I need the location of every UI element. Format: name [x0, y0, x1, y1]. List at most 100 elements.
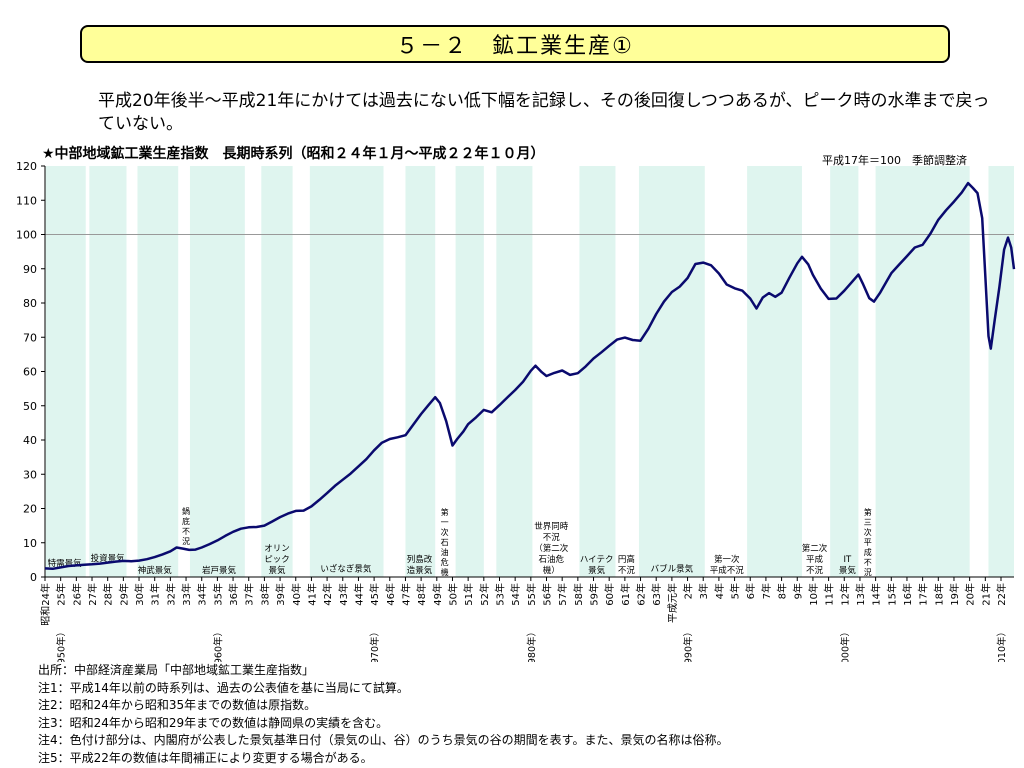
annotation-label: 神武景気: [138, 565, 173, 576]
x-tick-label: 43年: [337, 583, 350, 606]
x-tick-label: 60年: [603, 583, 616, 606]
note-2: 注2：昭和24年から昭和35年までの数値は原指数。: [38, 698, 317, 712]
x-tick-label: 54年: [509, 583, 522, 606]
x-tick-label: 17年: [917, 583, 930, 606]
annotation-label: 不況: [618, 566, 636, 576]
x-tick-label: 15年: [885, 583, 898, 606]
annotation-char: 一: [441, 518, 449, 527]
x-tick-label: 31年: [149, 583, 162, 606]
x-tick-label: 20年: [964, 583, 977, 606]
x-tick-label: 63年: [650, 583, 663, 606]
x-tick-label: 29年: [117, 583, 130, 606]
x-tick-label: 5年: [729, 583, 742, 599]
annotation-label: 第二次: [802, 543, 828, 554]
annotation-char: 次: [441, 527, 449, 537]
x-tick-label: 59年: [588, 583, 601, 606]
recession-band: [405, 166, 436, 577]
x-tick-label: 25年: [55, 583, 68, 606]
annotation-label: IT: [844, 555, 853, 565]
x-tick-label: 61年: [619, 583, 632, 606]
chart-title: ★中部地域鉱工業生産指数 長期時系列（昭和２４年１月～平成２２年１０月）: [42, 146, 545, 162]
x-tick-label: 30年: [133, 583, 146, 606]
x-tick-label: 6年: [744, 583, 757, 599]
y-tick-label: 40: [23, 434, 37, 447]
note-5: 注5：平成22年の数値は年間補正により変更する場合がある。: [38, 750, 373, 765]
recession-band: [579, 166, 616, 577]
y-tick-label: 0: [30, 571, 37, 584]
x-tick-label: 47年: [399, 583, 412, 606]
x-tick-label: 33年: [180, 583, 193, 606]
recession-band: [830, 166, 859, 577]
chart-note: 平成17年＝100 季節調整済: [822, 154, 967, 167]
x-tick-label: 16年: [901, 583, 914, 606]
annotation-label: 不況: [543, 533, 561, 543]
x-tick-label: 36年: [227, 583, 240, 606]
y-tick-label: 50: [23, 400, 37, 413]
recession-band: [45, 166, 86, 577]
summary-text: 平成20年後半～平成21年にかけては過去にない低下幅を記録し、その後回復しつつあ…: [98, 91, 990, 134]
recession-band: [261, 166, 293, 577]
annotation-char: 石: [441, 538, 449, 547]
x-tick-label: 40年: [290, 583, 303, 606]
x-tick-label: 32年: [164, 583, 177, 606]
note-3: 注3：昭和24年から昭和29年までの数値は静岡県の実績を含む。: [38, 715, 389, 730]
recession-band: [496, 166, 533, 577]
x-tick-label: 14年: [870, 583, 883, 606]
note-4: 注4：色付け部分は、内閣府が公表した景気基準日付（景気の山、谷）のうち景気の谷の…: [38, 733, 729, 747]
x-tick-label: 39年: [274, 583, 287, 606]
annotation-label: ピック: [264, 555, 290, 565]
recession-band: [189, 166, 245, 577]
x-tick-label: 51年: [462, 583, 475, 606]
y-tick-label: 90: [23, 263, 37, 276]
recession-band: [638, 166, 705, 577]
annotation-char: 油: [441, 547, 449, 557]
x-tick-label: 52年: [478, 583, 491, 606]
annotation-label: 世界同時: [534, 521, 569, 532]
annotation-char: 鍋: [182, 506, 190, 516]
x-tick-label: 8年: [776, 583, 789, 599]
annotation-label: 機）: [543, 565, 560, 576]
x-tick-label: 22年: [995, 583, 1008, 606]
x-tick-label: 13年: [854, 583, 867, 606]
annotation-char: 成: [864, 547, 872, 557]
x-tick-label: 53年: [493, 583, 506, 606]
x-tick-label: 49年: [431, 583, 444, 606]
annotation-char: 第: [864, 507, 872, 517]
x-tick-label: 45年: [368, 583, 381, 606]
annotation-char: 底: [182, 516, 190, 526]
x-tick-label: 12年: [838, 583, 851, 606]
x-tick-label: 37年: [243, 583, 256, 606]
annotation-label: ハイテク: [580, 555, 614, 565]
x-tick-label: 46年: [384, 583, 397, 606]
x-tick-label: 56年: [541, 583, 554, 606]
annotation-char: 平: [864, 538, 872, 547]
recession-band: [89, 166, 127, 577]
annotation-label: 不況: [806, 566, 824, 576]
decade-label: （1970年）: [369, 627, 381, 662]
x-tick-label: 57年: [556, 583, 569, 606]
x-tick-label: 10年: [807, 583, 820, 606]
decade-label: （1950年）: [56, 627, 68, 662]
recession-band: [455, 166, 484, 577]
annotation-char: 不: [182, 527, 190, 536]
x-tick-label: 4年: [713, 583, 726, 599]
x-tick-label: 58年: [572, 583, 585, 606]
y-tick-label: 10: [23, 537, 37, 550]
annotation-label: 岩戸景気: [202, 565, 237, 576]
recession-band: [747, 166, 802, 577]
index-series-line: [44, 181, 1016, 571]
annotation-label: いざなぎ景気: [320, 563, 372, 574]
x-tick-label: 18年: [932, 583, 945, 606]
y-tick-label: 60: [23, 366, 37, 379]
x-tick-label: 19年: [948, 583, 961, 606]
decade-label: （1990年）: [683, 627, 695, 662]
annotation-label: 列島改: [407, 554, 433, 565]
x-tick-label: 35年: [211, 583, 224, 606]
y-tick-label: 100: [16, 229, 37, 242]
x-tick-label: 62年: [635, 583, 648, 606]
y-tick-label: 120: [16, 160, 37, 173]
x-tick-label: 26年: [70, 583, 83, 606]
x-tick-label: 9年: [791, 583, 804, 599]
x-tick-label: 27年: [86, 583, 99, 606]
